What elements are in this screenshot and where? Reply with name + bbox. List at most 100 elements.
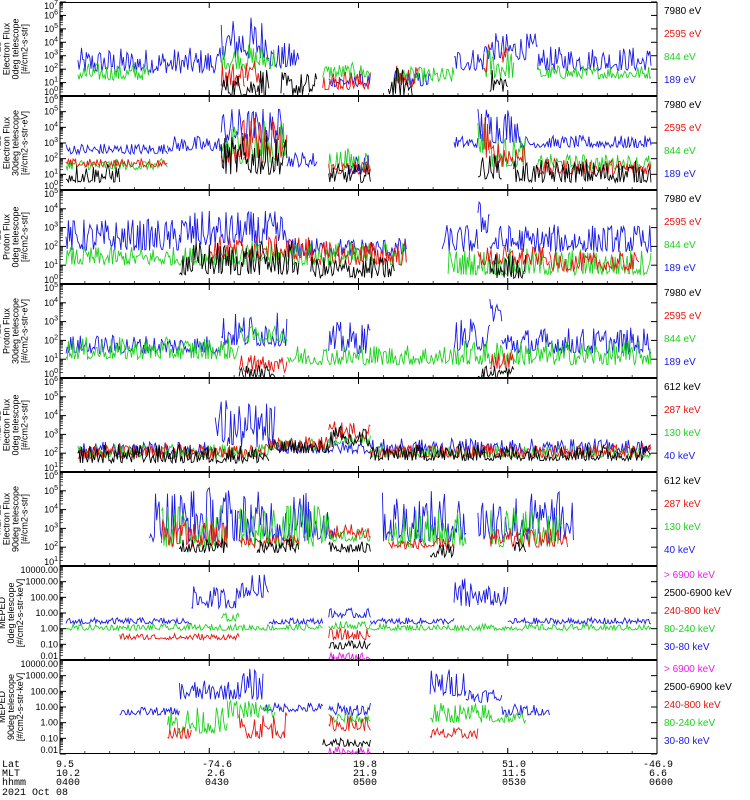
mlt-tick-4: 6.6 xyxy=(649,769,668,780)
y-tick-label: 105 xyxy=(44,23,58,34)
trace-blue-seg-0 xyxy=(65,616,192,626)
legend-612-kev: 612 keV xyxy=(664,382,701,393)
trace-red-seg-1 xyxy=(310,240,407,266)
y-tick-label: 101 xyxy=(44,353,58,364)
trace-blue-seg-4 xyxy=(328,607,371,620)
trace-red-seg-2 xyxy=(322,70,371,91)
trace-blue-seg-1 xyxy=(220,312,288,348)
y-tick-label: 0.01 xyxy=(40,745,58,755)
y-tick-label: 101 xyxy=(44,168,58,179)
trace-red-seg-1 xyxy=(238,712,288,740)
y-tick-label: 10.00 xyxy=(35,608,58,618)
y-label-line-1: MEPED xyxy=(0,691,7,724)
y-label-line-2: 0deg telescope xyxy=(6,582,16,643)
trace-black-seg-2 xyxy=(328,425,371,448)
y-axis-label: TED Electron Flux 0deg telescope [#/cm2-s-s… xyxy=(0,18,30,79)
trace-green-seg-1 xyxy=(220,612,240,623)
y-label-line-1: TED xyxy=(0,133,3,152)
y-tick-label: 104 xyxy=(44,203,58,214)
y-tick-label: 0.10 xyxy=(40,733,58,743)
y-label-line-3: [#/cm2-s-str-keV] xyxy=(15,579,25,648)
legend-844-ev: 844 eV xyxy=(664,334,696,345)
panel-3: 100 101 102 103 104 105 TED Proton Flux 0deg tel… xyxy=(0,188,702,285)
legend-130-kev: 130 keV xyxy=(664,428,701,439)
time-tick-4: 0600 xyxy=(649,778,674,789)
time-tick-0: 0400 xyxy=(56,778,81,789)
panel-7: 0.01 0.10 1.00 10.00 100.00 1000.00 10000.00 ME… xyxy=(0,565,732,662)
trace-black-seg-0 xyxy=(220,75,258,97)
y-label-line-3: 0deg telescope xyxy=(11,18,21,79)
trace-red-seg-4 xyxy=(483,44,491,73)
trace-green-seg-3 xyxy=(370,622,652,632)
trace-red-seg-0 xyxy=(161,519,228,548)
y-tick-label: 1000.00 xyxy=(25,671,58,681)
trace-blue-seg-4 xyxy=(489,299,503,322)
y-label-line-4: [#/cm2-s-str] xyxy=(20,212,30,262)
y-label-line-2: 90deg telescope xyxy=(6,674,16,740)
y-tick-label: 102 xyxy=(44,447,58,458)
trace-black-seg-0 xyxy=(179,538,228,554)
y-tick-label: 107 xyxy=(44,0,58,11)
trace-blue-seg-4 xyxy=(328,702,371,717)
y-label-line-1: TED xyxy=(0,39,3,58)
trace-red-seg-4 xyxy=(489,139,527,168)
y-label-line-4: [#/cm2-s-str] xyxy=(20,400,30,450)
panel-8: 0.01 0.10 1.00 10.00 100.00 1000.00 10000.00 ME… xyxy=(0,659,732,756)
trace-blue-seg-5 xyxy=(429,669,467,698)
legend-189-ev: 189 eV xyxy=(664,263,696,274)
legend-2500-6900-kev: 2500-6900 keV xyxy=(664,588,732,599)
y-axis-label: TED Electron Flux 30deg telescope [#/cm2-s-… xyxy=(0,110,30,176)
legend-240-800-kev: 240-800 keV xyxy=(664,606,721,617)
lat-row-label: Lat xyxy=(2,760,21,771)
trace-black-seg-2 xyxy=(280,72,318,96)
trace-green-seg-4 xyxy=(489,136,527,169)
panel-1-traces xyxy=(77,17,652,97)
trace-blue-seg-2 xyxy=(226,403,276,448)
trace-blue-seg-3 xyxy=(262,702,324,713)
trace-red-seg-2 xyxy=(328,421,371,440)
trace-green-seg-5 xyxy=(537,64,652,80)
trace-green-seg-0 xyxy=(167,707,228,734)
y-tick-label: 10000.00 xyxy=(20,659,58,669)
trace-red-seg-5 xyxy=(501,46,509,63)
trace-black-seg-4 xyxy=(489,70,509,93)
y-tick-label: 106 xyxy=(44,376,58,387)
y-tick-label: 105 xyxy=(44,106,58,117)
hhmm-row-label: hhmm xyxy=(2,778,27,789)
trace-red-seg-3 xyxy=(549,251,640,273)
trace-blue-seg-4 xyxy=(369,436,652,455)
trace-red-seg-2 xyxy=(477,246,550,266)
trace-red-seg-1 xyxy=(238,534,300,549)
trace-blue-seg-3 xyxy=(268,616,324,626)
legend-2500-6900-kev: 2500-6900 keV xyxy=(664,682,732,693)
trace-blue-seg-2 xyxy=(238,574,270,599)
trace-black-seg-1 xyxy=(256,70,270,97)
trace-red-seg-4 xyxy=(489,528,568,548)
legend-7980-ev: 7980 eV xyxy=(664,288,702,299)
panel-frame xyxy=(59,660,658,754)
y-label-line-4: [#/cm2-s-str-eV] xyxy=(20,111,30,175)
y-tick-label: 103 xyxy=(44,522,58,533)
trace-red-seg-3 xyxy=(429,726,479,740)
legend-2595-ev: 2595 eV xyxy=(664,29,702,40)
trace-black-seg-0 xyxy=(77,443,270,465)
legend-30-80-kev: 30-80 keV xyxy=(664,736,710,747)
trace-red-seg-2 xyxy=(328,714,371,732)
trace-magenta-seg-0 xyxy=(328,651,371,662)
y-tick-label: 104 xyxy=(44,36,58,47)
panel-frame xyxy=(59,284,658,378)
y-label-line-2: Proton Flux xyxy=(2,307,12,354)
y-label-line-3: 0deg telescope xyxy=(11,394,21,455)
trace-red-seg-1 xyxy=(489,352,515,371)
trace-black-seg-0 xyxy=(179,240,300,277)
panel-6-traces xyxy=(149,486,574,559)
legend-7980-ev: 7980 eV xyxy=(664,6,702,17)
date-label: 2021 Oct 08 xyxy=(2,788,69,799)
y-tick-label: 1.00 xyxy=(40,718,58,728)
lat-tick-1: -74.6 xyxy=(202,760,233,771)
y-label-line-4: [#/cm2-s-str-eV] xyxy=(20,299,30,363)
trace-blue-seg-3 xyxy=(381,491,467,543)
